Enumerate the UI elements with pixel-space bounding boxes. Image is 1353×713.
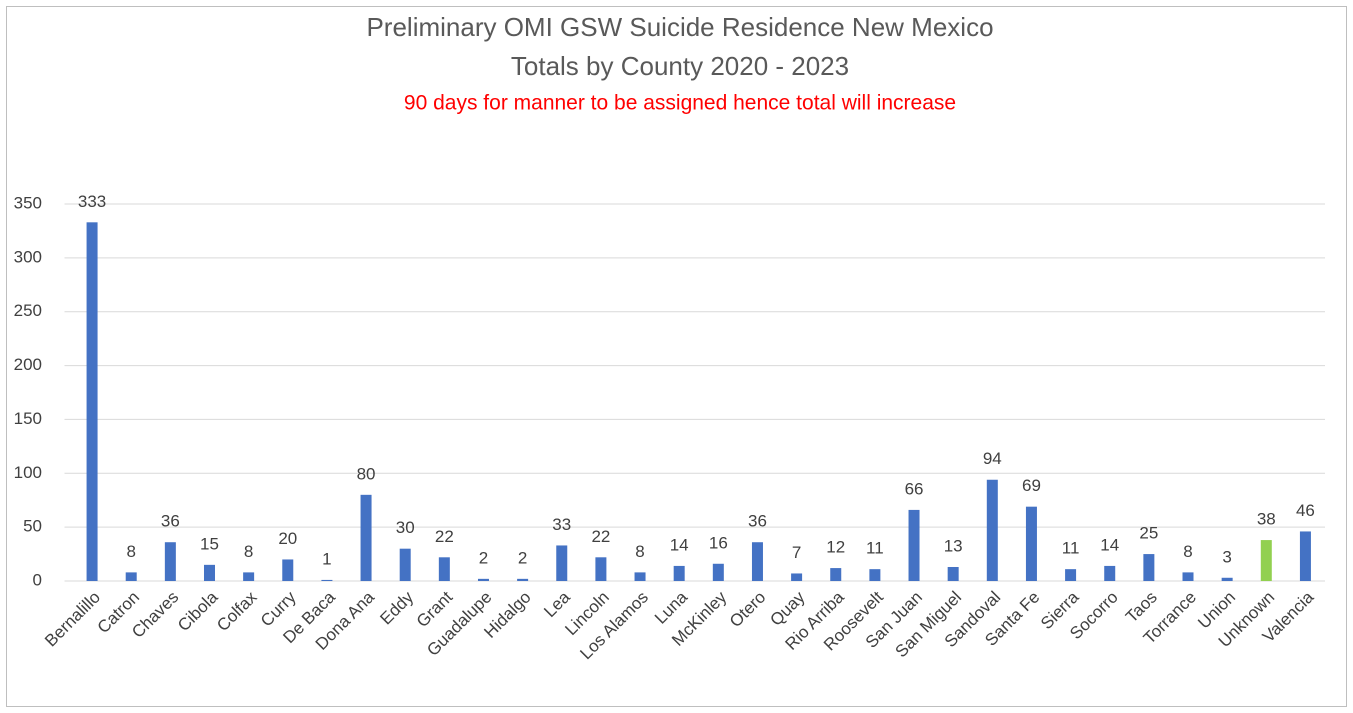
data-label: 66	[905, 479, 924, 498]
y-tick-label: 300	[14, 247, 42, 266]
data-label: 14	[1100, 535, 1119, 554]
bar	[830, 568, 842, 581]
data-label: 69	[1022, 476, 1041, 495]
bar	[360, 494, 372, 581]
bar	[1025, 506, 1037, 581]
bar	[634, 572, 646, 581]
data-label: 80	[357, 464, 376, 483]
data-label: 33	[552, 515, 571, 534]
bar	[1260, 540, 1272, 581]
data-label: 36	[161, 512, 180, 531]
bar	[791, 573, 803, 581]
data-label: 22	[435, 527, 454, 546]
data-label: 25	[1139, 524, 1158, 543]
bar	[712, 563, 724, 581]
y-tick-label: 100	[14, 463, 42, 482]
chart-subtitle: 90 days for manner to be assigned hence …	[404, 92, 956, 115]
bar	[1299, 531, 1311, 581]
data-label: 94	[983, 449, 1002, 468]
data-label: 16	[709, 533, 728, 552]
chart-title: Preliminary OMI GSW Suicide Residence Ne…	[366, 12, 993, 42]
bar	[399, 548, 411, 581]
bar	[556, 545, 568, 581]
data-label: 8	[244, 542, 253, 561]
data-label: 7	[792, 543, 801, 562]
bar	[869, 569, 881, 581]
bar	[673, 565, 685, 581]
bar	[125, 572, 137, 581]
data-label: 11	[1062, 539, 1080, 558]
bar	[1065, 569, 1077, 581]
chart-title: Totals by County 2020 - 2023	[511, 51, 849, 81]
bar	[86, 222, 98, 581]
data-label: 8	[1183, 542, 1192, 561]
data-label: 20	[278, 529, 297, 548]
data-label: 333	[78, 192, 106, 211]
bar	[1143, 554, 1155, 581]
data-label: 3	[1222, 547, 1231, 566]
data-label: 36	[748, 512, 767, 531]
y-tick-label: 0	[33, 570, 42, 589]
y-tick-label: 50	[23, 517, 42, 536]
data-label: 11	[866, 539, 884, 558]
y-tick-label: 150	[14, 409, 42, 428]
bar	[321, 579, 333, 581]
bar	[203, 564, 215, 581]
bar	[986, 479, 998, 581]
y-tick-label: 350	[14, 193, 42, 212]
bar	[1182, 572, 1194, 581]
y-tick-label: 200	[14, 355, 42, 374]
data-label: 8	[126, 542, 135, 561]
data-label: 15	[200, 534, 219, 553]
bar	[1104, 565, 1116, 581]
bar	[517, 578, 529, 581]
data-label: 13	[944, 536, 963, 555]
bar	[1221, 577, 1233, 581]
data-label: 1	[322, 549, 331, 568]
bar	[243, 572, 255, 581]
data-label: 12	[826, 538, 845, 557]
data-label: 38	[1257, 510, 1276, 529]
bar	[908, 509, 920, 581]
data-label: 8	[635, 542, 644, 561]
chart-frame	[6, 6, 1347, 707]
data-label: 2	[518, 548, 527, 567]
data-label: 22	[591, 527, 610, 546]
bar	[438, 557, 450, 581]
data-label: 2	[479, 548, 488, 567]
bar	[947, 566, 959, 581]
data-label: 46	[1296, 501, 1315, 520]
bar	[477, 578, 489, 581]
data-label: 14	[670, 535, 689, 554]
bar	[164, 542, 176, 581]
bar	[751, 542, 763, 581]
bar	[282, 559, 294, 581]
data-label: 30	[396, 518, 415, 537]
y-tick-label: 250	[14, 301, 42, 320]
bar	[595, 557, 607, 581]
